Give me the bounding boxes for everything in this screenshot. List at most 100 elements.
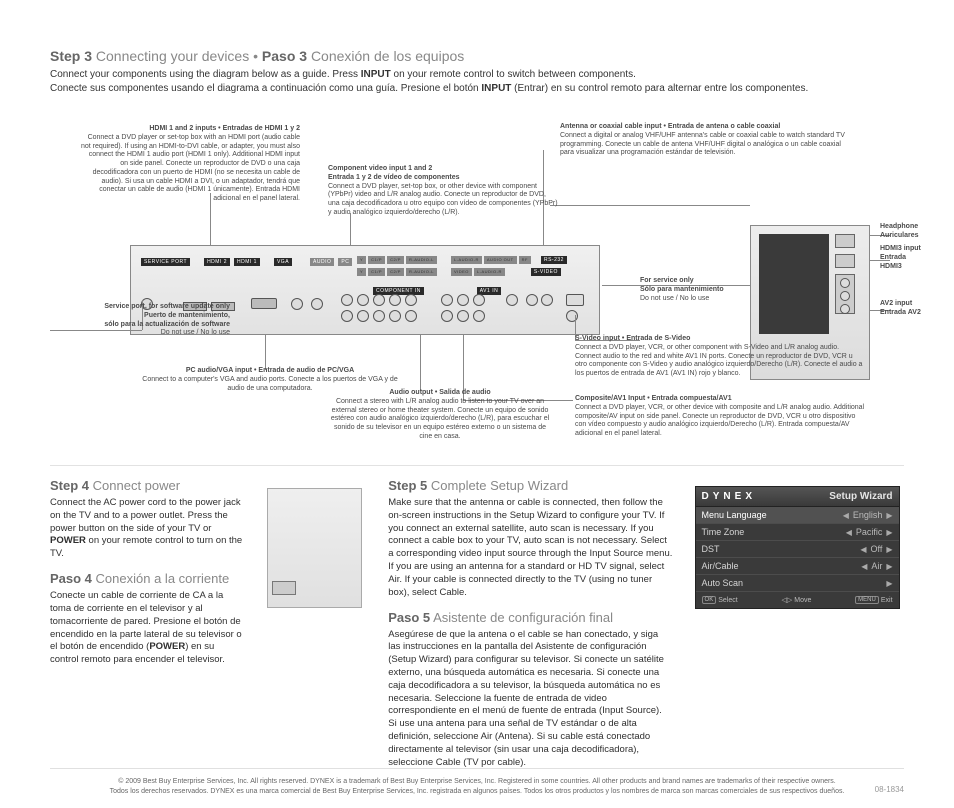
- callout-service-port-title: Service port, for software update only P…: [10, 303, 230, 329]
- step5-es-bold: Paso 5: [388, 610, 430, 625]
- wizard-brand: DYNEX: [702, 491, 756, 502]
- step5-title: Step 5 Complete Setup Wizard: [388, 478, 672, 493]
- step3-heading: Step 3 Connecting your devices • Paso 3 …: [50, 48, 904, 64]
- callout-headphone: Headphone Auriculares: [880, 223, 940, 241]
- callout-service-port-body: Do not use / No lo use: [161, 329, 230, 336]
- arrows-icon: ◁▷: [781, 596, 792, 604]
- callout-audio-out: Audio output • Salida de audio Connect a…: [330, 389, 550, 442]
- callout-svideo: S-Video input • Entrada de S-Video Conne…: [575, 335, 865, 379]
- move-label: Move: [794, 597, 811, 604]
- callout-av2-title: AV2 input Entrada AV2: [880, 300, 940, 318]
- port-service: SERVICE PORT: [141, 258, 190, 266]
- callout-antenna-title: Antenna or coaxial cable input • Entrada…: [560, 123, 850, 132]
- port-hdmi1: HDMI 1: [234, 258, 260, 266]
- svideo-jack: [566, 310, 578, 322]
- callout-pcvga-body: Connect to a computer's VGA and audio po…: [142, 376, 397, 392]
- wizard-row: Menu Language ◀English▶: [696, 507, 899, 524]
- step3-intro-es-pre: Conecte sus componentes usando el diagra…: [50, 83, 481, 94]
- step3-intro-en-bold: INPUT: [361, 69, 391, 80]
- wizard-row-label: Menu Language: [702, 510, 767, 520]
- callout-hdmi: HDMI 1 and 2 inputs • Entradas de HDMI 1…: [80, 125, 300, 204]
- wizard-row-value: ◀Air▶: [861, 561, 892, 571]
- callout-audio-out-body: Connect a stereo with L/R analog audio t…: [331, 398, 549, 440]
- wizard-row: DST ◀Off▶: [696, 541, 899, 558]
- step5-es-text: Asistente de configuración final: [433, 610, 613, 625]
- wizard-footer-select: OK Select: [702, 596, 738, 604]
- step4-es-bold2: POWER: [149, 641, 185, 652]
- callout-hdmi3-title: HDMI3 input Entrada HDMI3: [880, 245, 940, 271]
- lbl-c2: C2/P: [387, 256, 404, 264]
- wizard-footer: OK Select ◁▷ Move MENU Exit: [696, 592, 899, 608]
- step3-title-es: Conexión de los equipos: [311, 48, 464, 64]
- lbl-c22: C2/P: [387, 268, 404, 276]
- leader-line: [350, 213, 351, 245]
- leader-line: [265, 335, 266, 370]
- step5-title-text: Complete Setup Wizard: [431, 478, 568, 493]
- port-vga: VGA: [274, 258, 292, 266]
- wizard-row-value: ◀Off▶: [860, 544, 892, 554]
- callout-service-only-title: For service only Sólo para mantenimiento: [640, 277, 770, 295]
- menu-btn-icon: MENU: [855, 596, 879, 604]
- divider: [50, 465, 904, 466]
- step5-title-es: Paso 5 Asistente de configuración final: [388, 610, 672, 625]
- ok-btn-icon: OK: [702, 596, 717, 604]
- footer-line2: Todos los derechos reservados. DYNEX es …: [50, 787, 904, 796]
- power-diagram: [267, 478, 367, 769]
- wizard-title: Setup Wizard: [829, 491, 892, 502]
- connection-diagram: SERVICE PORT HDMI 2 HDMI 1 VGA AUDIO PC …: [50, 105, 904, 465]
- callout-composite-title: Composite/AV1 Input • Entrada compuesta/…: [575, 395, 865, 404]
- rf-jack: [541, 294, 553, 306]
- step3-label-en: Step 3: [50, 48, 92, 64]
- callout-component-body: Connect a DVD player, set-top box, or ot…: [328, 183, 558, 216]
- step4-es-bold: Paso 4: [50, 571, 92, 586]
- step4-title-bold: Step 4: [50, 478, 89, 493]
- wizard-footer-move: ◁▷ Move: [781, 596, 811, 604]
- step3-intro-en-pre: Connect your components using the diagra…: [50, 69, 361, 80]
- step3-intro: Connect your components using the diagra…: [50, 68, 904, 95]
- callout-hdmi3: HDMI3 input Entrada HDMI3: [880, 245, 940, 271]
- headphone-jack-icon: [835, 234, 855, 248]
- av-jacks: [441, 294, 485, 306]
- wizard-footer-exit: MENU Exit: [855, 596, 892, 604]
- step3-intro-en-post: on your remote control to switch between…: [391, 69, 636, 80]
- callout-pcvga: PC audio/VGA input • Entrada de audio de…: [140, 367, 400, 393]
- rs232-jack: [566, 294, 584, 306]
- page-footer: © 2009 Best Buy Enterprise Services, Inc…: [50, 768, 904, 796]
- step4-body-es: Conecte un cable de corriente de CA a la…: [50, 590, 245, 667]
- callout-antenna: Antenna or coaxial cable input • Entrada…: [560, 123, 850, 158]
- step5-body-en: Make sure that the antenna or cable is c…: [388, 497, 672, 600]
- power-image: [267, 488, 362, 608]
- wizard-row-value: ◀Pacific▶: [846, 527, 893, 537]
- doc-number: 08-1834: [875, 785, 904, 796]
- power-jack-icon: [272, 581, 296, 595]
- vga-port: [251, 296, 277, 314]
- leader-line: [420, 335, 421, 390]
- sep: •: [253, 48, 262, 64]
- callout-hdmi-title: HDMI 1 and 2 inputs • Entradas de HDMI 1…: [80, 125, 300, 134]
- lbl-c1: C1/P: [368, 256, 385, 264]
- step3-intro-es-bold: INPUT: [481, 83, 511, 94]
- callout-headphone-title: Headphone Auriculares: [880, 223, 940, 241]
- lower-steps-row: Step 4 Connect power Connect the AC powe…: [50, 478, 904, 769]
- callout-hdmi-body: Connect a DVD player or set-top box with…: [81, 134, 300, 202]
- step4-title-es: Paso 4 Conexión a la corriente: [50, 571, 245, 586]
- wizard-row: Time Zone ◀Pacific▶: [696, 524, 899, 541]
- callout-component-title: Component video input 1 and 2 Entrada 1 …: [328, 165, 558, 183]
- wizard-row-value: ◀English▶: [843, 510, 893, 520]
- step3-intro-es-post: (Entrar) en su control remoto para alter…: [511, 83, 808, 94]
- callout-composite-body: Connect a DVD player, VCR, or other devi…: [575, 404, 864, 437]
- callout-av2: AV2 input Entrada AV2: [880, 300, 940, 318]
- lbl-rf: RF: [519, 256, 531, 264]
- wizard-row-label: DST: [702, 544, 720, 554]
- setup-wizard-panel: DYNEX Setup Wizard Menu Language ◀English…: [695, 486, 900, 609]
- callout-antenna-body: Connect a digital or analog VHF/UHF ante…: [560, 132, 845, 157]
- step4-title-text: Connect power: [93, 478, 180, 493]
- leader-line: [550, 205, 750, 206]
- lbl-vid: VIDEO: [451, 268, 472, 276]
- lbl-rs232: RS-232: [541, 256, 567, 264]
- step4-en-pre: Connect the AC power cord to the power j…: [50, 497, 241, 534]
- wizard-row-label: Time Zone: [702, 527, 745, 537]
- av-jacks-2: [441, 310, 485, 322]
- callout-svideo-body: Connect a DVD player, VCR, or other comp…: [575, 344, 862, 377]
- port-audio: AUDIO: [310, 258, 334, 266]
